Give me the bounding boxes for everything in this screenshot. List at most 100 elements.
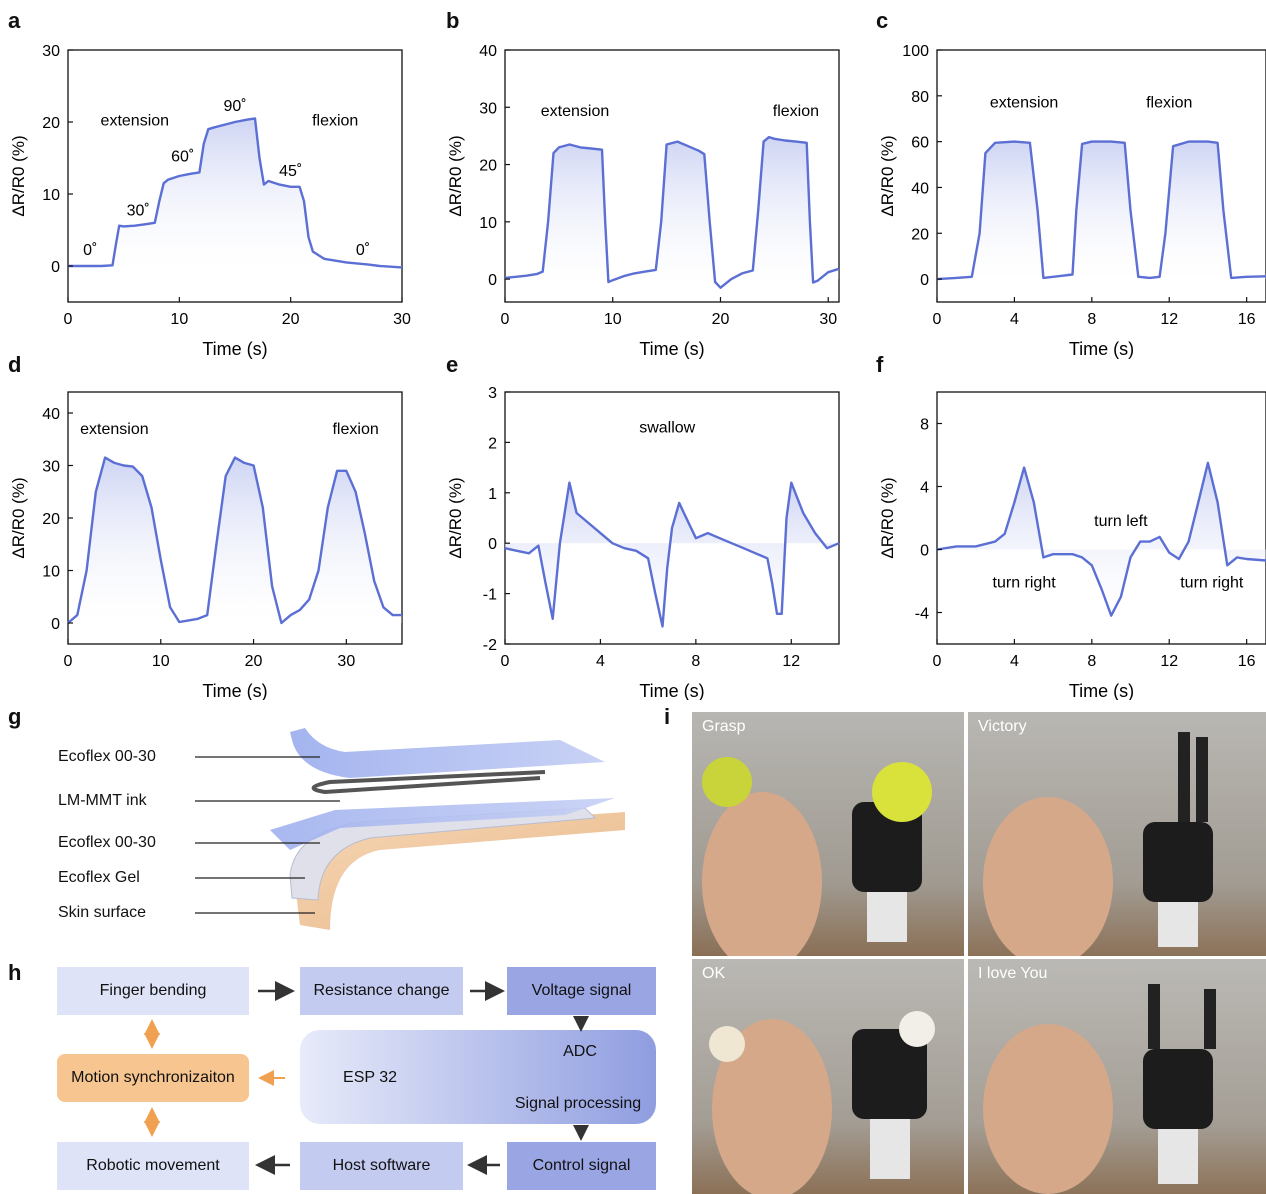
chart-line-d [67,456,402,625]
y-axis-label-a: ΔR/R0 (%) [9,135,28,216]
flowchart-arrows [144,981,589,1175]
photo-victory: Victory [968,712,1266,956]
chart-frame-b [504,49,840,303]
x-axis-label-f: Time (s) [1069,681,1134,700]
layer-label-ecoflex-gel: Ecoflex Gel [58,869,140,886]
y-axis-label-c: ΔR/R0 (%) [878,135,897,216]
y-tick-label-d-3: 30 [42,459,60,476]
x-axis-label-e: Time (s) [639,681,704,700]
x-axis-label-b: Time (s) [639,339,704,359]
y-tick-label-d-0: 0 [51,616,60,633]
x-tick-label-c-1: 4 [1010,311,1019,328]
y-tick-label-b-1: 10 [479,215,497,232]
chart-area-d [68,457,402,623]
annotation-f-2: turn right [1180,574,1244,591]
esp32-block [300,1030,656,1124]
panel-label-f: f [876,352,884,377]
sensor-layer-diagram [195,728,625,930]
y-tick-label-b-3: 30 [479,100,497,117]
chart-line-a [68,117,403,269]
photo-i-love-you: I love You [968,959,1266,1194]
x-axis-label-d: Time (s) [202,681,267,700]
x-tick-label-a-3: 30 [393,311,411,328]
y-axis-label-e: ΔR/R0 (%) [446,477,465,558]
x-tick-label-b-0: 0 [501,311,510,328]
chart-line-c [936,140,1266,281]
y-tick-label-f-3: 8 [920,417,929,434]
x-tick-label-a-1: 10 [170,311,188,328]
annotation-f-1: turn left [1094,513,1148,530]
y-tick-label-c-4: 80 [911,89,929,106]
chart-frame-e [504,391,840,645]
photo-ok: OK [692,959,964,1194]
panel-label-h: h [8,960,22,985]
lm-mmt-ink-trace [311,770,546,795]
x-tick-label-e-3: 12 [782,653,800,670]
chart-line-e [504,481,840,628]
panel-label-e: e [446,352,459,377]
annotation-a-7: flexion [312,113,358,130]
x-tick-label-d-3: 30 [337,653,355,670]
resistance-change-box: Resistance change [300,967,463,1015]
annotation-a-1: 30˚ [127,203,150,220]
y-tick-label-f-0: -4 [915,606,929,623]
y-tick-label-b-2: 20 [479,158,497,175]
photo-grasp: Grasp [692,712,964,956]
photo-caption-i-love-you: I love You [978,965,1048,982]
y-tick-label-c-2: 40 [911,180,929,197]
x-tick-label-c-3: 12 [1160,311,1178,328]
finger-bending-box: Finger bending [57,967,249,1015]
y-tick-label-e-2: 0 [488,536,497,553]
x-axis-label-a: Time (s) [202,339,267,359]
x-tick-label-f-1: 4 [1010,653,1019,670]
annotation-a-5: 0˚ [356,242,370,259]
host-software-box: Host software [300,1142,463,1190]
voltage-signal-box: Voltage signal [507,967,656,1015]
hand-victory-illustration [983,732,1213,956]
x-axis-label-c: Time (s) [1069,339,1134,359]
y-tick-label-d-1: 10 [42,564,60,581]
annotation-c-0: extension [990,94,1059,111]
x-tick-label-d-2: 20 [245,653,263,670]
x-tick-label-d-1: 10 [152,653,170,670]
y-tick-label-f-2: 4 [920,480,929,497]
y-tick-label-c-0: 0 [920,272,929,289]
robotic-movement-box: Robotic movement [57,1142,249,1190]
chart-area-c [937,141,1266,280]
panel-label-g: g [8,704,22,729]
y-tick-label-c-1: 20 [911,226,929,243]
hand-ok-illustration [709,1011,935,1194]
chart-area-b [505,137,839,288]
y-tick-label-e-3: 1 [488,486,497,503]
layer-label-skin-surface: Skin surface [58,904,147,921]
annotation-f-0: turn right [993,574,1057,591]
photo-caption-ok: OK [702,965,726,982]
x-tick-label-e-1: 4 [596,653,605,670]
signal-processing-label: Signal processing [514,1095,642,1112]
x-tick-label-c-2: 8 [1087,311,1096,328]
layer-label-lm-mmt-ink: LM-MMT ink [58,792,147,809]
x-tick-label-f-4: 16 [1238,653,1256,670]
layer-label-bottom-ecoflex: Ecoflex 00-30 [58,834,156,851]
y-tick-label-c-3: 60 [911,135,929,152]
y-tick-label-d-2: 20 [42,511,60,528]
y-tick-label-e-5: 3 [488,385,497,402]
panel-label-d: d [8,352,22,377]
y-tick-label-a-0: 0 [51,259,60,276]
chart-area-a [68,118,402,268]
x-tick-label-c-0: 0 [933,311,942,328]
x-tick-label-b-2: 20 [712,311,730,328]
annotation-a-2: 60˚ [171,149,194,166]
panel-label-b: b [446,8,460,33]
annotation-b-0: extension [541,103,610,120]
annotation-b-1: flexion [773,103,819,120]
y-tick-label-e-0: -2 [483,637,497,654]
x-tick-label-e-0: 0 [501,653,510,670]
annotation-e-0: swallow [639,419,695,436]
y-tick-label-f-1: 0 [920,543,929,560]
chart-area-f [937,462,1266,616]
x-tick-label-e-2: 8 [691,653,700,670]
chart-area-e [505,482,839,627]
control-signal-box: Control signal [507,1142,656,1190]
